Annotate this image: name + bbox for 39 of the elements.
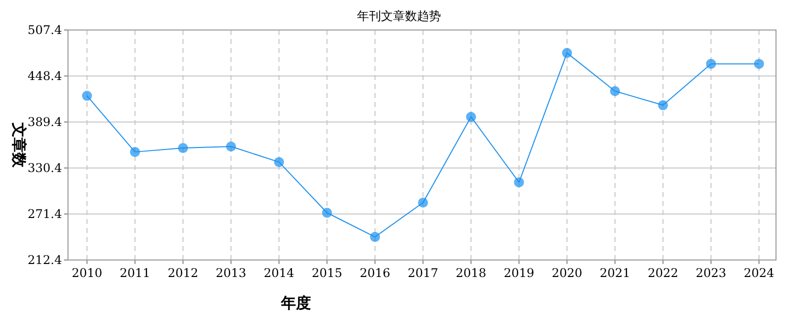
- x-tick-label: 2011: [120, 266, 150, 280]
- y-tick-label: 212.4: [28, 253, 62, 267]
- y-axis-title: 文章数: [10, 122, 28, 168]
- x-tick-label: 2016: [360, 266, 390, 280]
- y-tick-label: 448.4: [28, 69, 62, 83]
- x-tick-label: 2021: [600, 266, 630, 280]
- point: [610, 86, 620, 96]
- y-tick-label: 507.4: [28, 23, 62, 37]
- x-tick-label: 2018: [456, 266, 486, 280]
- chart-title: 年刊文章数趋势: [357, 9, 441, 23]
- x-tick-label: 2014: [264, 266, 295, 280]
- x-tick-label: 2017: [408, 266, 438, 280]
- point: [514, 177, 524, 188]
- x-tick-label: 2019: [504, 266, 534, 280]
- x-tick-label: 2023: [696, 266, 726, 280]
- point: [562, 48, 572, 58]
- y-tick-label: 330.4: [28, 161, 62, 175]
- x-tick-label: 2015: [312, 266, 342, 280]
- point: [274, 157, 284, 168]
- x-tick-label: 2024: [744, 266, 775, 280]
- y-tick-label: 271.4: [28, 207, 62, 221]
- point: [658, 100, 668, 110]
- x-tick-label: 2020: [552, 266, 582, 280]
- x-tick-label: 2012: [168, 266, 198, 280]
- point: [370, 232, 380, 242]
- point: [322, 208, 332, 218]
- point: [178, 143, 188, 154]
- x-tick-label: 2010: [72, 266, 102, 280]
- point: [466, 112, 476, 122]
- x-axis-title: 年度: [280, 294, 311, 312]
- point: [130, 146, 140, 157]
- x-tick-label: 2013: [216, 266, 246, 280]
- x-tick-label: 2022: [648, 266, 678, 280]
- point: [226, 141, 236, 152]
- point: [706, 58, 716, 69]
- y-tick-label: 389.4: [28, 115, 62, 129]
- point: [418, 198, 428, 208]
- point: [82, 90, 92, 101]
- point: [754, 58, 764, 69]
